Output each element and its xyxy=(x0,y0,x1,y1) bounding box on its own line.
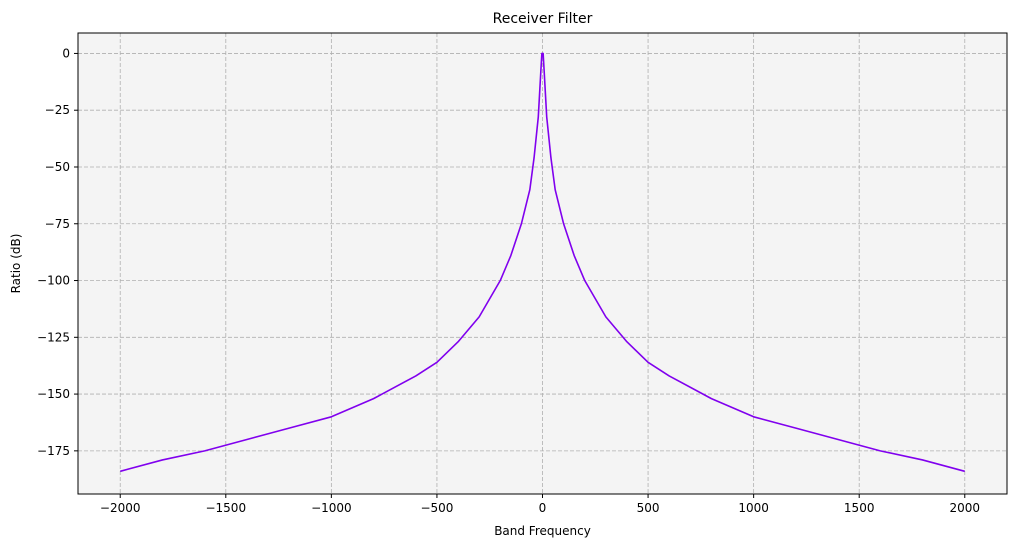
y-tick-label: 0 xyxy=(62,46,70,60)
x-tick-label: −2000 xyxy=(100,501,141,515)
x-tick-label: 500 xyxy=(637,501,660,515)
y-tick-label: −75 xyxy=(45,217,70,231)
x-tick-label: −500 xyxy=(420,501,453,515)
y-tick-label: −50 xyxy=(45,160,70,174)
x-axis-label: Band Frequency xyxy=(494,524,591,538)
x-tick-label: 1000 xyxy=(738,501,769,515)
y-axis-label: Ratio (dB) xyxy=(9,234,23,294)
chart-title: Receiver Filter xyxy=(493,11,593,27)
series-layer xyxy=(120,52,965,473)
x-tick-label: −1500 xyxy=(205,501,246,515)
y-axis: 0 −25 −50 −75 −100 −125 −150 −175 xyxy=(37,46,78,458)
x-axis: −2000 −1500 −1000 −500 0 500 1000 1500 2000 xyxy=(100,494,980,515)
x-tick-label: −1000 xyxy=(311,501,352,515)
grid xyxy=(78,33,1007,494)
y-tick-label: −100 xyxy=(37,274,70,288)
y-tick-label: −125 xyxy=(37,330,70,344)
x-tick-label: 2000 xyxy=(949,501,980,515)
y-tick-label: −175 xyxy=(37,444,70,458)
x-tick-label: 0 xyxy=(539,501,547,515)
x-tick-label: 1500 xyxy=(844,501,875,515)
y-tick-label: −25 xyxy=(45,103,70,117)
series-line xyxy=(120,52,965,473)
y-tick-label: −150 xyxy=(37,387,70,401)
